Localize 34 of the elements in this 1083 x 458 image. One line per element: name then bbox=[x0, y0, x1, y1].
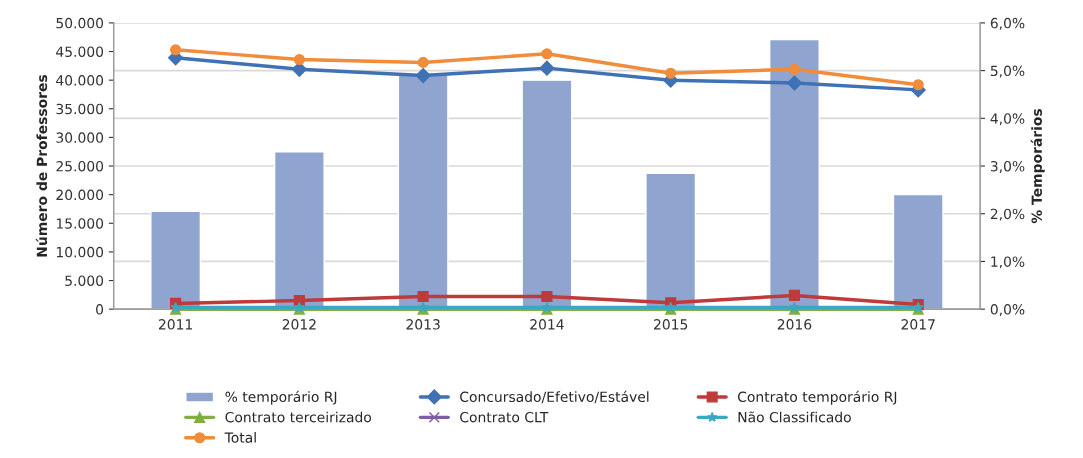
x-tick-label: 2017 bbox=[901, 319, 935, 330]
y2-tick-label: 2,0% bbox=[990, 208, 1025, 221]
x-tick-label: 2015 bbox=[654, 319, 688, 330]
y-tick-label: 45.000 bbox=[56, 46, 104, 57]
legend-label: Contrato terceirizado bbox=[225, 411, 372, 423]
y-tick-label: 15.000 bbox=[56, 218, 104, 229]
y-tick-label: 50.000 bbox=[56, 17, 104, 29]
y-tick-label: 35.000 bbox=[56, 103, 104, 115]
x-tick-label: 2016 bbox=[777, 319, 812, 330]
y-tick-label: 10.000 bbox=[56, 246, 104, 258]
legend-label: Contrato temporário RJ bbox=[737, 390, 897, 405]
x-tick-label: 2012 bbox=[282, 319, 316, 330]
y-tick-label: 40.000 bbox=[56, 75, 104, 86]
y-axis-title: Número de Professores bbox=[35, 74, 48, 257]
x-tick-label: 2014 bbox=[530, 319, 564, 330]
y2-tick-label: 6,0% bbox=[990, 17, 1025, 30]
x-tick-label: 2011 bbox=[158, 319, 192, 330]
y-tick-label: 5.000 bbox=[65, 275, 104, 286]
y-tick-label: 20.000 bbox=[56, 189, 104, 201]
y-tick-label: 0 bbox=[96, 304, 104, 315]
x-tick-label: 2013 bbox=[406, 319, 440, 330]
legend-label: Concursado/Efetivo/Estável bbox=[460, 390, 649, 404]
y-tick-label: 25.000 bbox=[56, 160, 104, 172]
y2-tick-label: 4,0% bbox=[990, 113, 1025, 126]
y2-axis-title: % Temporários bbox=[1030, 108, 1045, 224]
y2-tick-label: 3,0% bbox=[990, 160, 1025, 173]
y2-tick-label: 0,0% bbox=[990, 304, 1025, 317]
legend-label: Total bbox=[224, 432, 256, 443]
legend-label: % temporário RJ bbox=[225, 390, 337, 405]
y-tick-label: 30.000 bbox=[56, 132, 104, 143]
legend-label: Contrato CLT bbox=[460, 411, 549, 423]
y2-tick-label: 1,0% bbox=[991, 256, 1025, 269]
y2-tick-label: 5,0% bbox=[990, 65, 1025, 78]
legend-label: Não Classificado bbox=[738, 411, 851, 423]
